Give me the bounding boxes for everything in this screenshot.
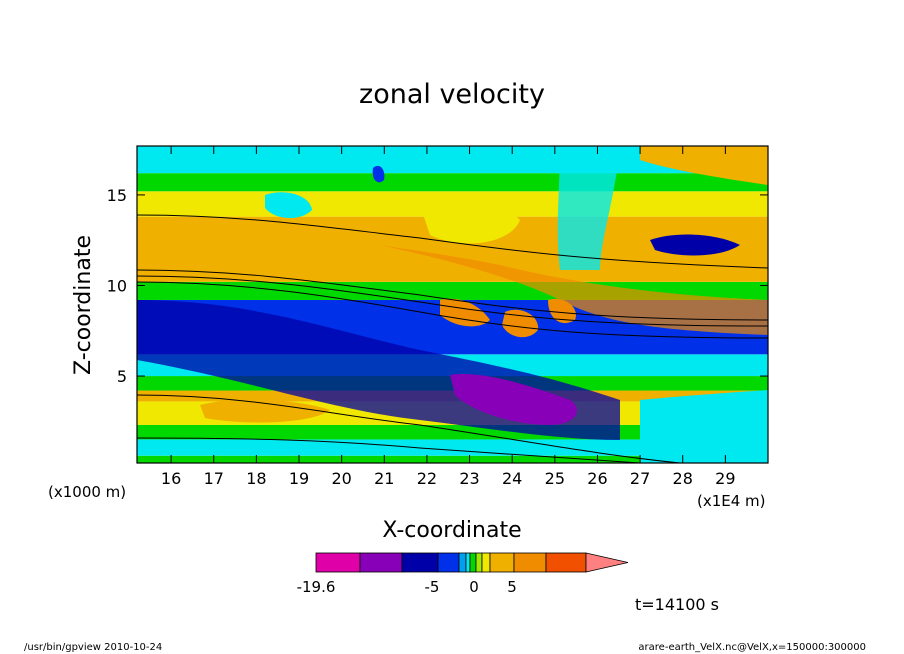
cyan-patch-top bbox=[265, 192, 312, 219]
x-tick-label: 17 bbox=[204, 469, 224, 488]
purple-core bbox=[450, 374, 578, 425]
orange-wedge bbox=[380, 245, 768, 335]
colorbar-swatch bbox=[359, 552, 403, 573]
colorbar-swatch bbox=[475, 552, 483, 573]
contour-band-1 bbox=[137, 439, 768, 456]
footer-left: /usr/bin/gpview 2010-10-24 bbox=[24, 642, 162, 653]
colorbar-swatch bbox=[465, 552, 471, 573]
x-tick-label: 21 bbox=[374, 469, 394, 488]
blue-eye-right bbox=[650, 234, 740, 256]
time-label: t=14100 s bbox=[635, 595, 719, 614]
colorbar-swatch bbox=[437, 552, 460, 573]
colorbar-swatch bbox=[481, 552, 491, 573]
y-tick-label: 10 bbox=[107, 276, 127, 295]
contour-features bbox=[137, 146, 768, 463]
x-tick-label: 29 bbox=[715, 469, 735, 488]
x-tick-label: 23 bbox=[459, 469, 479, 488]
orange-top-right bbox=[640, 146, 768, 185]
colorbar-swatch bbox=[458, 552, 467, 573]
x-tick-label: 19 bbox=[289, 469, 309, 488]
x-tick-label: 25 bbox=[545, 469, 565, 488]
colorbar-arrow bbox=[585, 552, 629, 573]
colorbar-swatch bbox=[513, 552, 547, 573]
colorbar-swatch bbox=[489, 552, 515, 573]
footer-right: arare-earth_VelX.nc@VelX,x=150000:300000 bbox=[638, 642, 866, 653]
x-tick-label: 20 bbox=[331, 469, 351, 488]
cyan-right-lower bbox=[640, 390, 768, 463]
x-tick-label: 28 bbox=[673, 469, 693, 488]
y-tick-label: 5 bbox=[117, 367, 127, 386]
y-tick-label: 15 bbox=[107, 186, 127, 205]
colorbar-label: -19.6 bbox=[297, 578, 336, 596]
yellow-lens bbox=[420, 197, 520, 244]
x-axis-label: X-coordinate bbox=[382, 518, 521, 543]
contour-lines bbox=[137, 214, 768, 463]
contour-band-11 bbox=[137, 173, 768, 192]
blue-dot-top bbox=[372, 165, 385, 183]
x-tick-label: 24 bbox=[502, 469, 522, 488]
cyan-plume bbox=[557, 146, 620, 270]
plot-area bbox=[137, 146, 768, 463]
colorbar-swatch bbox=[315, 552, 361, 573]
plot-frame bbox=[136, 145, 769, 464]
orange-patch-1 bbox=[440, 298, 490, 327]
chart-title: zonal velocity bbox=[359, 79, 545, 110]
x-unit-right: (x1E4 m) bbox=[697, 492, 766, 510]
x-tick-label: 26 bbox=[587, 469, 607, 488]
orange-patch-3 bbox=[548, 298, 576, 324]
colorbar-label: -5 bbox=[425, 578, 440, 596]
y-axis-label: Z-coordinate bbox=[71, 235, 96, 375]
x-tick-label: 16 bbox=[161, 469, 181, 488]
x-tick-label: 27 bbox=[630, 469, 650, 488]
x-axis-ticks: 16 17 18 19 20 21 22 23 24 25 26 27 28 29 bbox=[161, 146, 736, 488]
colorbar-swatch bbox=[469, 552, 477, 573]
colorbar: -19.6 -5 0 5 bbox=[297, 552, 629, 596]
yellow-patch-lower bbox=[200, 399, 330, 423]
x-tick-label: 18 bbox=[246, 469, 266, 488]
colorbar-swatch bbox=[401, 552, 439, 573]
contour-band-0 bbox=[137, 455, 768, 463]
y-axis-ticks: 5 10 15 bbox=[107, 186, 768, 386]
x-unit-left: (x1000 m) bbox=[48, 483, 126, 501]
colorbar-label: 0 bbox=[469, 578, 479, 596]
x-tick-label: 22 bbox=[417, 469, 437, 488]
colorbar-label: 5 bbox=[507, 578, 517, 596]
colorbar-swatch bbox=[545, 552, 587, 573]
